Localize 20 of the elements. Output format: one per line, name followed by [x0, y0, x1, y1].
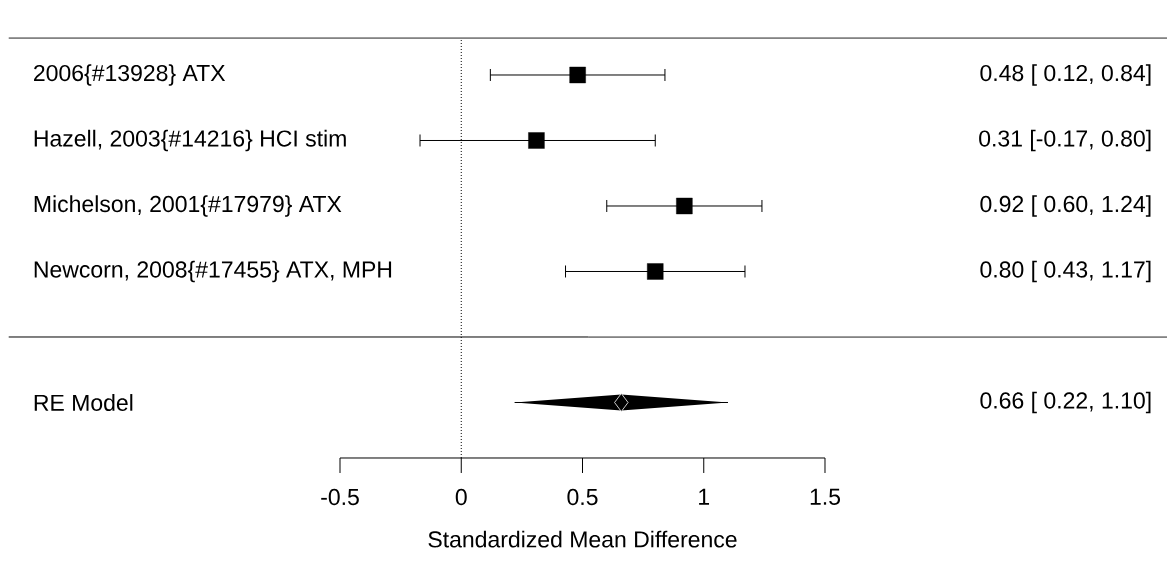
data-label: 0.66 [ 0.22, 1.10]	[980, 391, 1151, 414]
y-tick-label: Michelson, 2001{#17979} ATX	[34, 195, 342, 217]
point	[569, 66, 586, 84]
data-label: 0.92 [ 0.60, 1.24]	[980, 195, 1151, 217]
y-tick-label: 2006{#13928} ATX	[34, 64, 226, 86]
y-tick-label: Hazell, 2003{#14216} HCI stim	[34, 129, 346, 152]
x-tick-label: 1.5	[810, 488, 841, 505]
y-tick-label: Newcorn, 2008{#17455} ATX, MPH	[34, 260, 392, 283]
data-label: 0.31 [-0.17, 0.80]	[979, 129, 1151, 152]
point	[528, 132, 545, 149]
x-tick-label: 0.5	[567, 488, 598, 506]
x-tick-label: -0.5	[321, 488, 359, 506]
point	[647, 263, 664, 280]
y-tick-label: RE Model	[34, 394, 133, 411]
point	[676, 197, 693, 215]
x-tick-label: 1	[699, 488, 710, 505]
data-label: 0.80 [ 0.43, 1.17]	[980, 260, 1151, 283]
x-tick-label: 0	[455, 488, 467, 506]
x-axis-title: Standardized Mean Difference	[428, 530, 737, 548]
data-label: 0.48 [ 0.12, 0.84]	[980, 64, 1151, 86]
